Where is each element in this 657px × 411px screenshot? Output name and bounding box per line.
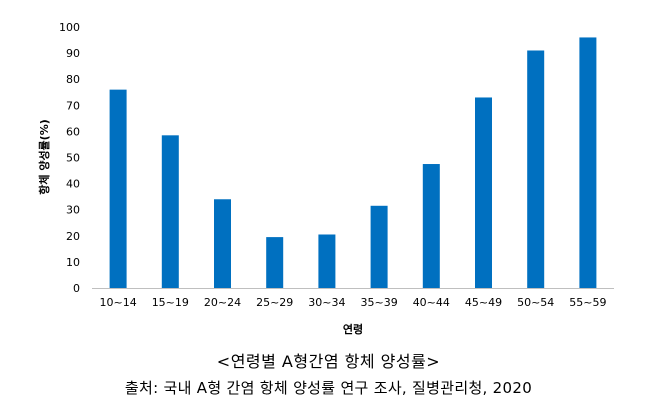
- bar-30~34: [318, 234, 336, 288]
- bar-40~44: [422, 164, 440, 288]
- bar-chart: 0 10 20 30 40 50 60 70 80 90 100 10~14 15~19 20~24 25~…: [37, 21, 614, 336]
- y-tick-label: 80: [66, 73, 80, 86]
- y-axis-title: 항체 양성률(%): [37, 119, 51, 195]
- x-tick-label: 50~54: [517, 296, 554, 309]
- x-tick-label: 20~24: [204, 296, 241, 309]
- x-tick-label: 30~34: [308, 296, 345, 309]
- y-tick-label: 50: [66, 152, 80, 165]
- x-tick-label: 15~19: [152, 296, 189, 309]
- figure-caption-title: <연령별 A형간염 항체 양성률>: [216, 352, 441, 371]
- y-tick-label: 0: [73, 282, 80, 295]
- bar-45~49: [475, 97, 492, 288]
- bar-50~54: [527, 50, 545, 288]
- bar-10~14: [109, 89, 127, 288]
- bar-55~59: [579, 37, 597, 288]
- x-tick-label: 25~29: [256, 296, 293, 309]
- bar-25~29: [266, 237, 284, 288]
- x-tick-label: 35~39: [360, 296, 397, 309]
- bar-15~19: [161, 135, 179, 288]
- x-tick-label: 55~59: [569, 296, 606, 309]
- y-tick-label: 10: [66, 256, 80, 269]
- bar-35~39: [370, 205, 388, 288]
- x-axis-title: 연령: [343, 322, 363, 336]
- y-tick-label: 60: [66, 125, 80, 138]
- y-tick-label: 100: [59, 21, 80, 34]
- x-tick-label: 10~14: [99, 296, 136, 309]
- figure-caption-source: 출처: 국내 A형 간염 항체 양성률 연구 조사, 질병관리청, 2020: [124, 379, 533, 397]
- bar-20~24: [214, 199, 231, 288]
- y-tick-label: 70: [66, 99, 80, 112]
- x-tick-label: 40~44: [413, 296, 450, 309]
- y-tick-label: 30: [66, 204, 80, 217]
- y-tick-label: 20: [66, 230, 80, 243]
- plot-area: 0 10 20 30 40 50 60 70 80 90 100 10~14 15~19 20~24 25~…: [59, 21, 614, 309]
- x-tick-label: 45~49: [465, 296, 502, 309]
- y-tick-label: 40: [66, 178, 80, 191]
- y-tick-label: 90: [66, 47, 80, 60]
